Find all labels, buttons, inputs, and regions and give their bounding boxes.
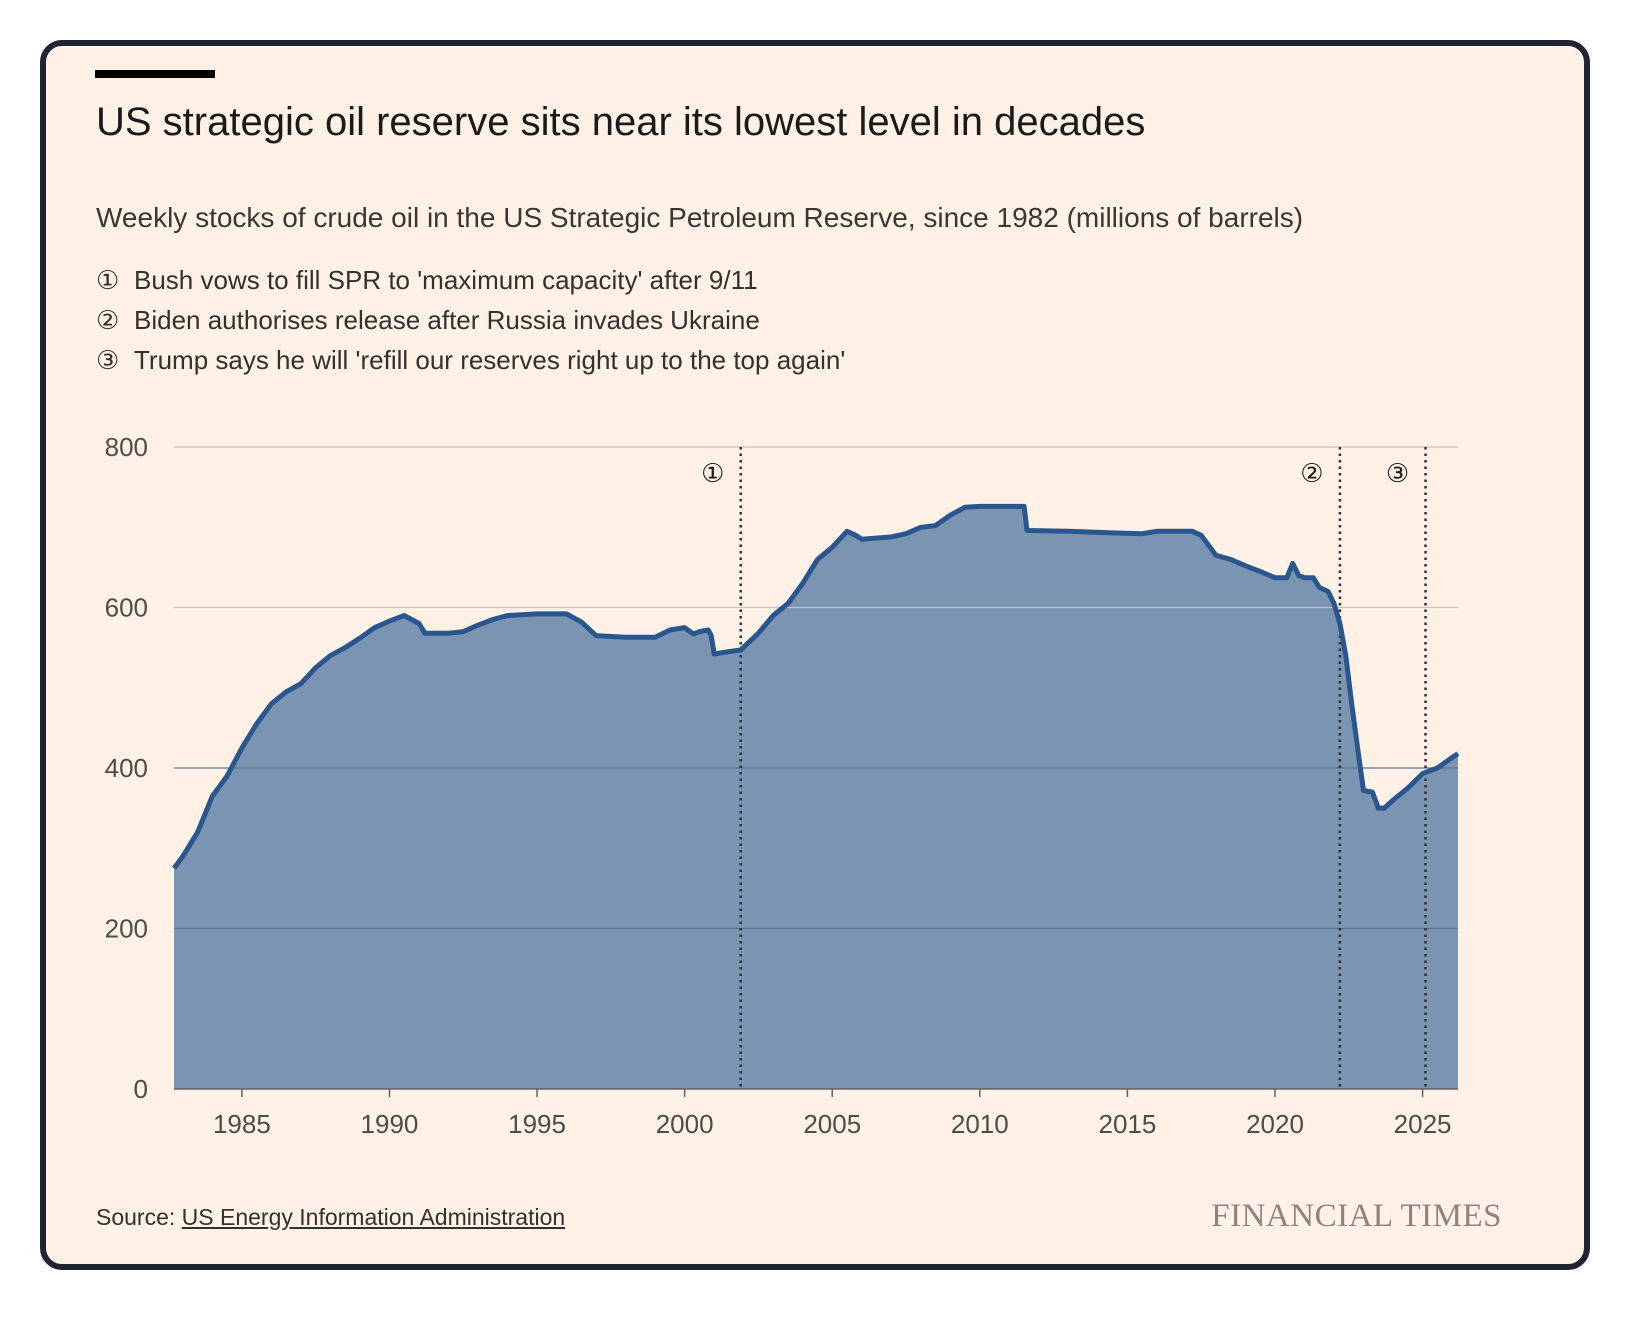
x-tick-label: 1995: [508, 1109, 566, 1139]
x-tick-label: 2000: [656, 1109, 714, 1139]
note-3: ③ Trump says he will 'refill our reserves…: [96, 340, 845, 380]
x-tick-label: 1990: [361, 1109, 419, 1139]
x-tick-label: 2010: [951, 1109, 1009, 1139]
x-tick-label: 2025: [1394, 1109, 1452, 1139]
note-1-number: ①: [96, 265, 120, 295]
y-tick-label: 800: [105, 432, 148, 462]
y-tick-label: 200: [105, 914, 148, 944]
area-fill: [174, 506, 1458, 1089]
x-tick-label: 2015: [1098, 1109, 1156, 1139]
chart-title: US strategic oil reserve sits near its l…: [96, 100, 1146, 144]
y-tick-label: 0: [134, 1074, 148, 1104]
note-2: ② Biden authorises release after Russia i…: [96, 300, 845, 340]
note-3-number: ③: [96, 345, 120, 375]
event-marker-label: ①: [701, 459, 724, 489]
chart-subtitle: Weekly stocks of crude oil in the US Str…: [96, 202, 1304, 233]
y-tick-label: 400: [105, 753, 148, 783]
x-tick-label: 2020: [1246, 1109, 1304, 1139]
x-tick-label: 1985: [213, 1109, 271, 1139]
note-1-text: Bush vows to fill SPR to 'maximum capaci…: [134, 265, 758, 295]
series-line: [171, 503, 1460, 870]
source-link[interactable]: US Energy Information Administration: [181, 1204, 566, 1230]
source-label: Source:: [96, 1204, 176, 1230]
title-accent-bar: [95, 70, 215, 78]
y-tick-label: 600: [105, 593, 148, 623]
ft-logo: FINANCIAL TIMES: [1211, 1198, 1502, 1234]
note-2-text: Biden authorises release after Russia in…: [134, 305, 760, 335]
note-3-text: Trump says he will 'refill our reserves …: [134, 345, 846, 375]
annotation-notes: ① Bush vows to fill SPR to 'maximum capac…: [96, 260, 845, 380]
note-1: ① Bush vows to fill SPR to 'maximum capac…: [96, 260, 845, 300]
x-tick-label: 2005: [803, 1109, 861, 1139]
note-2-number: ②: [96, 305, 120, 335]
event-marker-label: ②: [1300, 459, 1323, 489]
event-marker-label: ③: [1386, 459, 1409, 489]
source-line: Source: US Energy Information Administra…: [96, 1204, 565, 1231]
